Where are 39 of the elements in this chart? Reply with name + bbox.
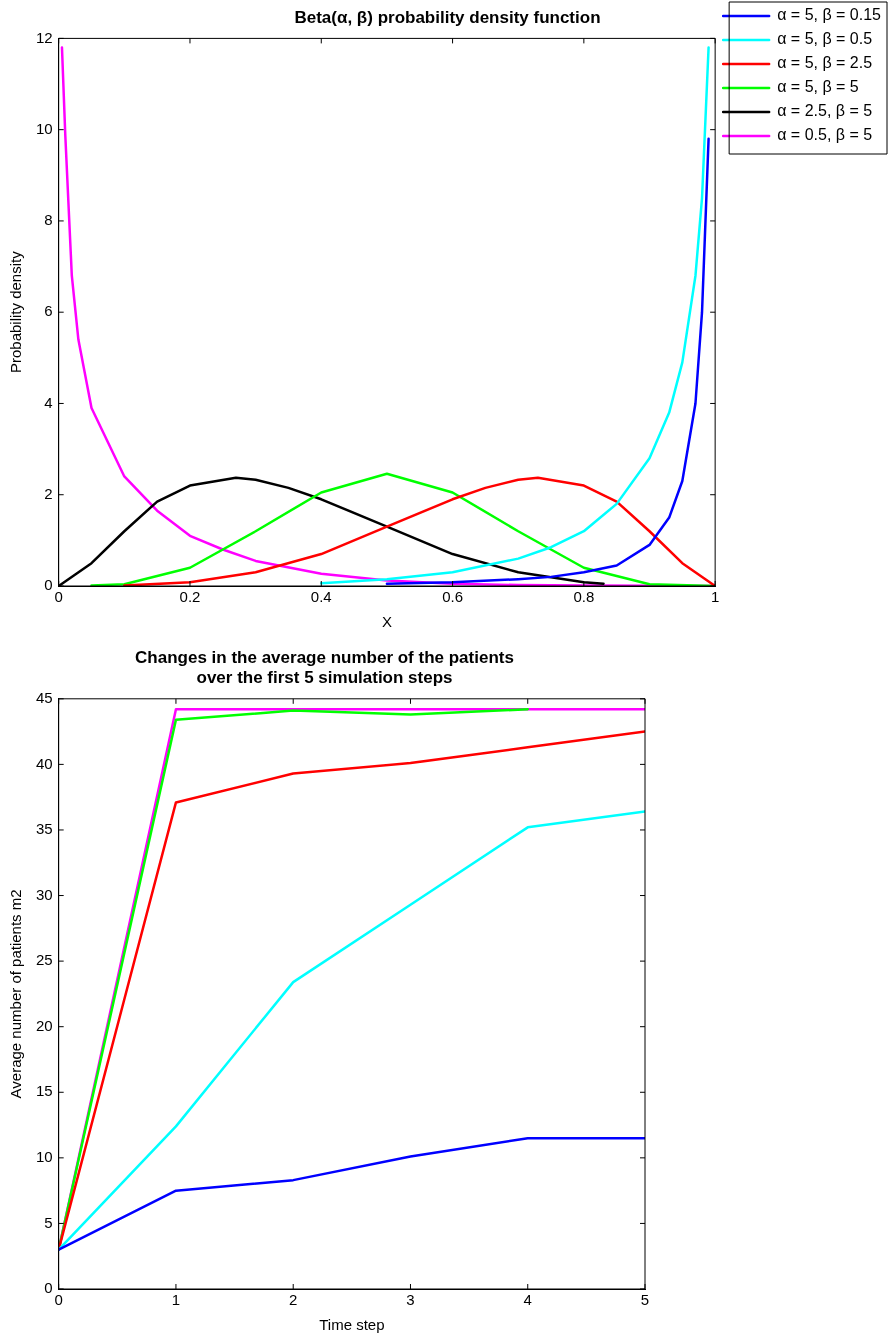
y-tick-label: 40 bbox=[36, 754, 53, 772]
chart-title: Beta(α, β) probability density function bbox=[294, 7, 601, 27]
x-tick-label: 0.8 bbox=[573, 588, 595, 606]
x-tick-label: 2 bbox=[289, 1291, 298, 1309]
x-tick-label: 4 bbox=[523, 1291, 532, 1309]
y-tick-label: 25 bbox=[36, 951, 53, 969]
y-tick-label: 45 bbox=[36, 688, 53, 706]
y-axis-title: Probability density bbox=[7, 250, 25, 374]
y-tick-label: 15 bbox=[36, 1082, 53, 1100]
y-tick-label: 20 bbox=[36, 1016, 53, 1034]
x-tick-label: 1 bbox=[171, 1291, 181, 1309]
y-axis-title: Average number of patients m2 bbox=[7, 889, 25, 1099]
x-tick-label: 0.2 bbox=[179, 588, 201, 606]
y-tick-label: 35 bbox=[36, 820, 53, 838]
y-tick-label: 5 bbox=[44, 1213, 53, 1231]
x-tick-label: 5 bbox=[640, 1291, 650, 1309]
y-tick-label: 0 bbox=[44, 1279, 53, 1297]
y-tick-label: 10 bbox=[36, 1147, 53, 1165]
y-tick-label: 6 bbox=[44, 302, 53, 320]
x-tick-label: 1 bbox=[710, 588, 720, 606]
y-tick-label: 0 bbox=[44, 576, 53, 594]
y-tick-label: 8 bbox=[44, 211, 53, 229]
x-axis-title: X bbox=[381, 613, 392, 631]
y-tick-label: 2 bbox=[44, 484, 53, 502]
y-tick-label: 10 bbox=[36, 119, 53, 137]
x-tick-label: 0.6 bbox=[442, 588, 463, 606]
x-axis-title: Time step bbox=[319, 1316, 385, 1334]
y-tick-label: 30 bbox=[36, 885, 53, 903]
chart-title: Changes in the average number of the patients over the first 5 simulation steps bbox=[135, 647, 514, 688]
y-tick-label: 4 bbox=[44, 393, 53, 411]
x-tick-label: 3 bbox=[406, 1291, 415, 1309]
y-tick-label: 12 bbox=[36, 28, 53, 46]
legend-label: α = 5, β = 5 bbox=[777, 78, 859, 96]
legend-label: α = 2.5, β = 5 bbox=[777, 102, 873, 120]
legend-label: α = 5, β = 0.5 bbox=[777, 30, 873, 48]
x-tick-label: 0.4 bbox=[310, 588, 332, 606]
legend-label: α = 5, β = 2.5 bbox=[777, 54, 873, 72]
legend-label: α = 0.5, β = 5 bbox=[777, 126, 873, 144]
legend-label: α = 5, β = 0.15 bbox=[777, 6, 882, 24]
